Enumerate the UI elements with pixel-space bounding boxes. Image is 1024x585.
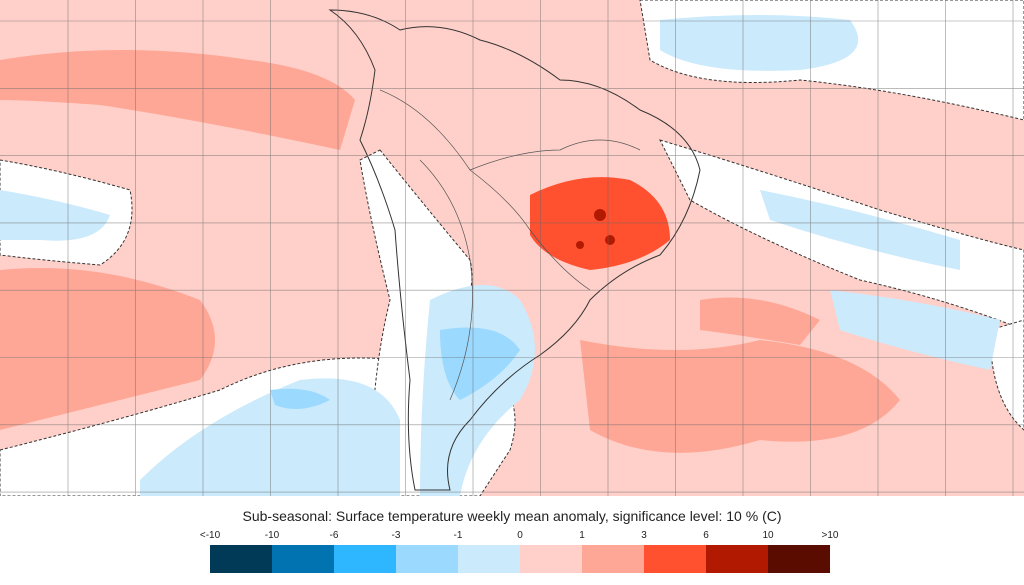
- legend-swatch: [768, 545, 830, 573]
- legend-tick-label: 6: [703, 530, 709, 541]
- legend-swatch: [458, 545, 520, 573]
- country-borders: [379, 89, 641, 401]
- legend-swatch: [644, 545, 706, 573]
- legend-swatch: [396, 545, 458, 573]
- lat-lon-grid: [0, 0, 1024, 496]
- legend-tick-label: 1: [579, 530, 585, 541]
- legend-swatch: [706, 545, 768, 573]
- color-legend: [210, 545, 830, 573]
- legend-tick-label: -6: [329, 530, 339, 541]
- coastline: [328, 9, 701, 491]
- legend-swatch: [520, 545, 582, 573]
- legend-swatch: [582, 545, 644, 573]
- legend-tick-label: 3: [641, 530, 647, 541]
- legend-swatch: [210, 545, 272, 573]
- moderate-cool-areas: [270, 327, 520, 409]
- legend-swatch: [272, 545, 334, 573]
- legend-tick-label: -1: [453, 530, 463, 541]
- legend-tick-labels: <-10 -10 -6 -3 -1 0 1 3 6 10 >10: [200, 530, 839, 542]
- legend-tick-label: <-10: [199, 530, 221, 541]
- legend-tick-label: 10: [762, 530, 774, 541]
- map-title: Sub-seasonal: Surface temperature weekly…: [242, 508, 782, 524]
- legend-tick-label: -10: [264, 530, 280, 541]
- legend-swatch: [334, 545, 396, 573]
- anomaly-map: [0, 0, 1024, 496]
- legend-tick-label: >10: [821, 530, 839, 541]
- legend-tick-label: 0: [517, 530, 523, 541]
- warm-anomaly-areas: [0, 50, 900, 453]
- strong-warm-anomaly: [530, 177, 670, 270]
- legend-tick-label: -3: [391, 530, 401, 541]
- very-strong-warm-spots: [576, 209, 615, 249]
